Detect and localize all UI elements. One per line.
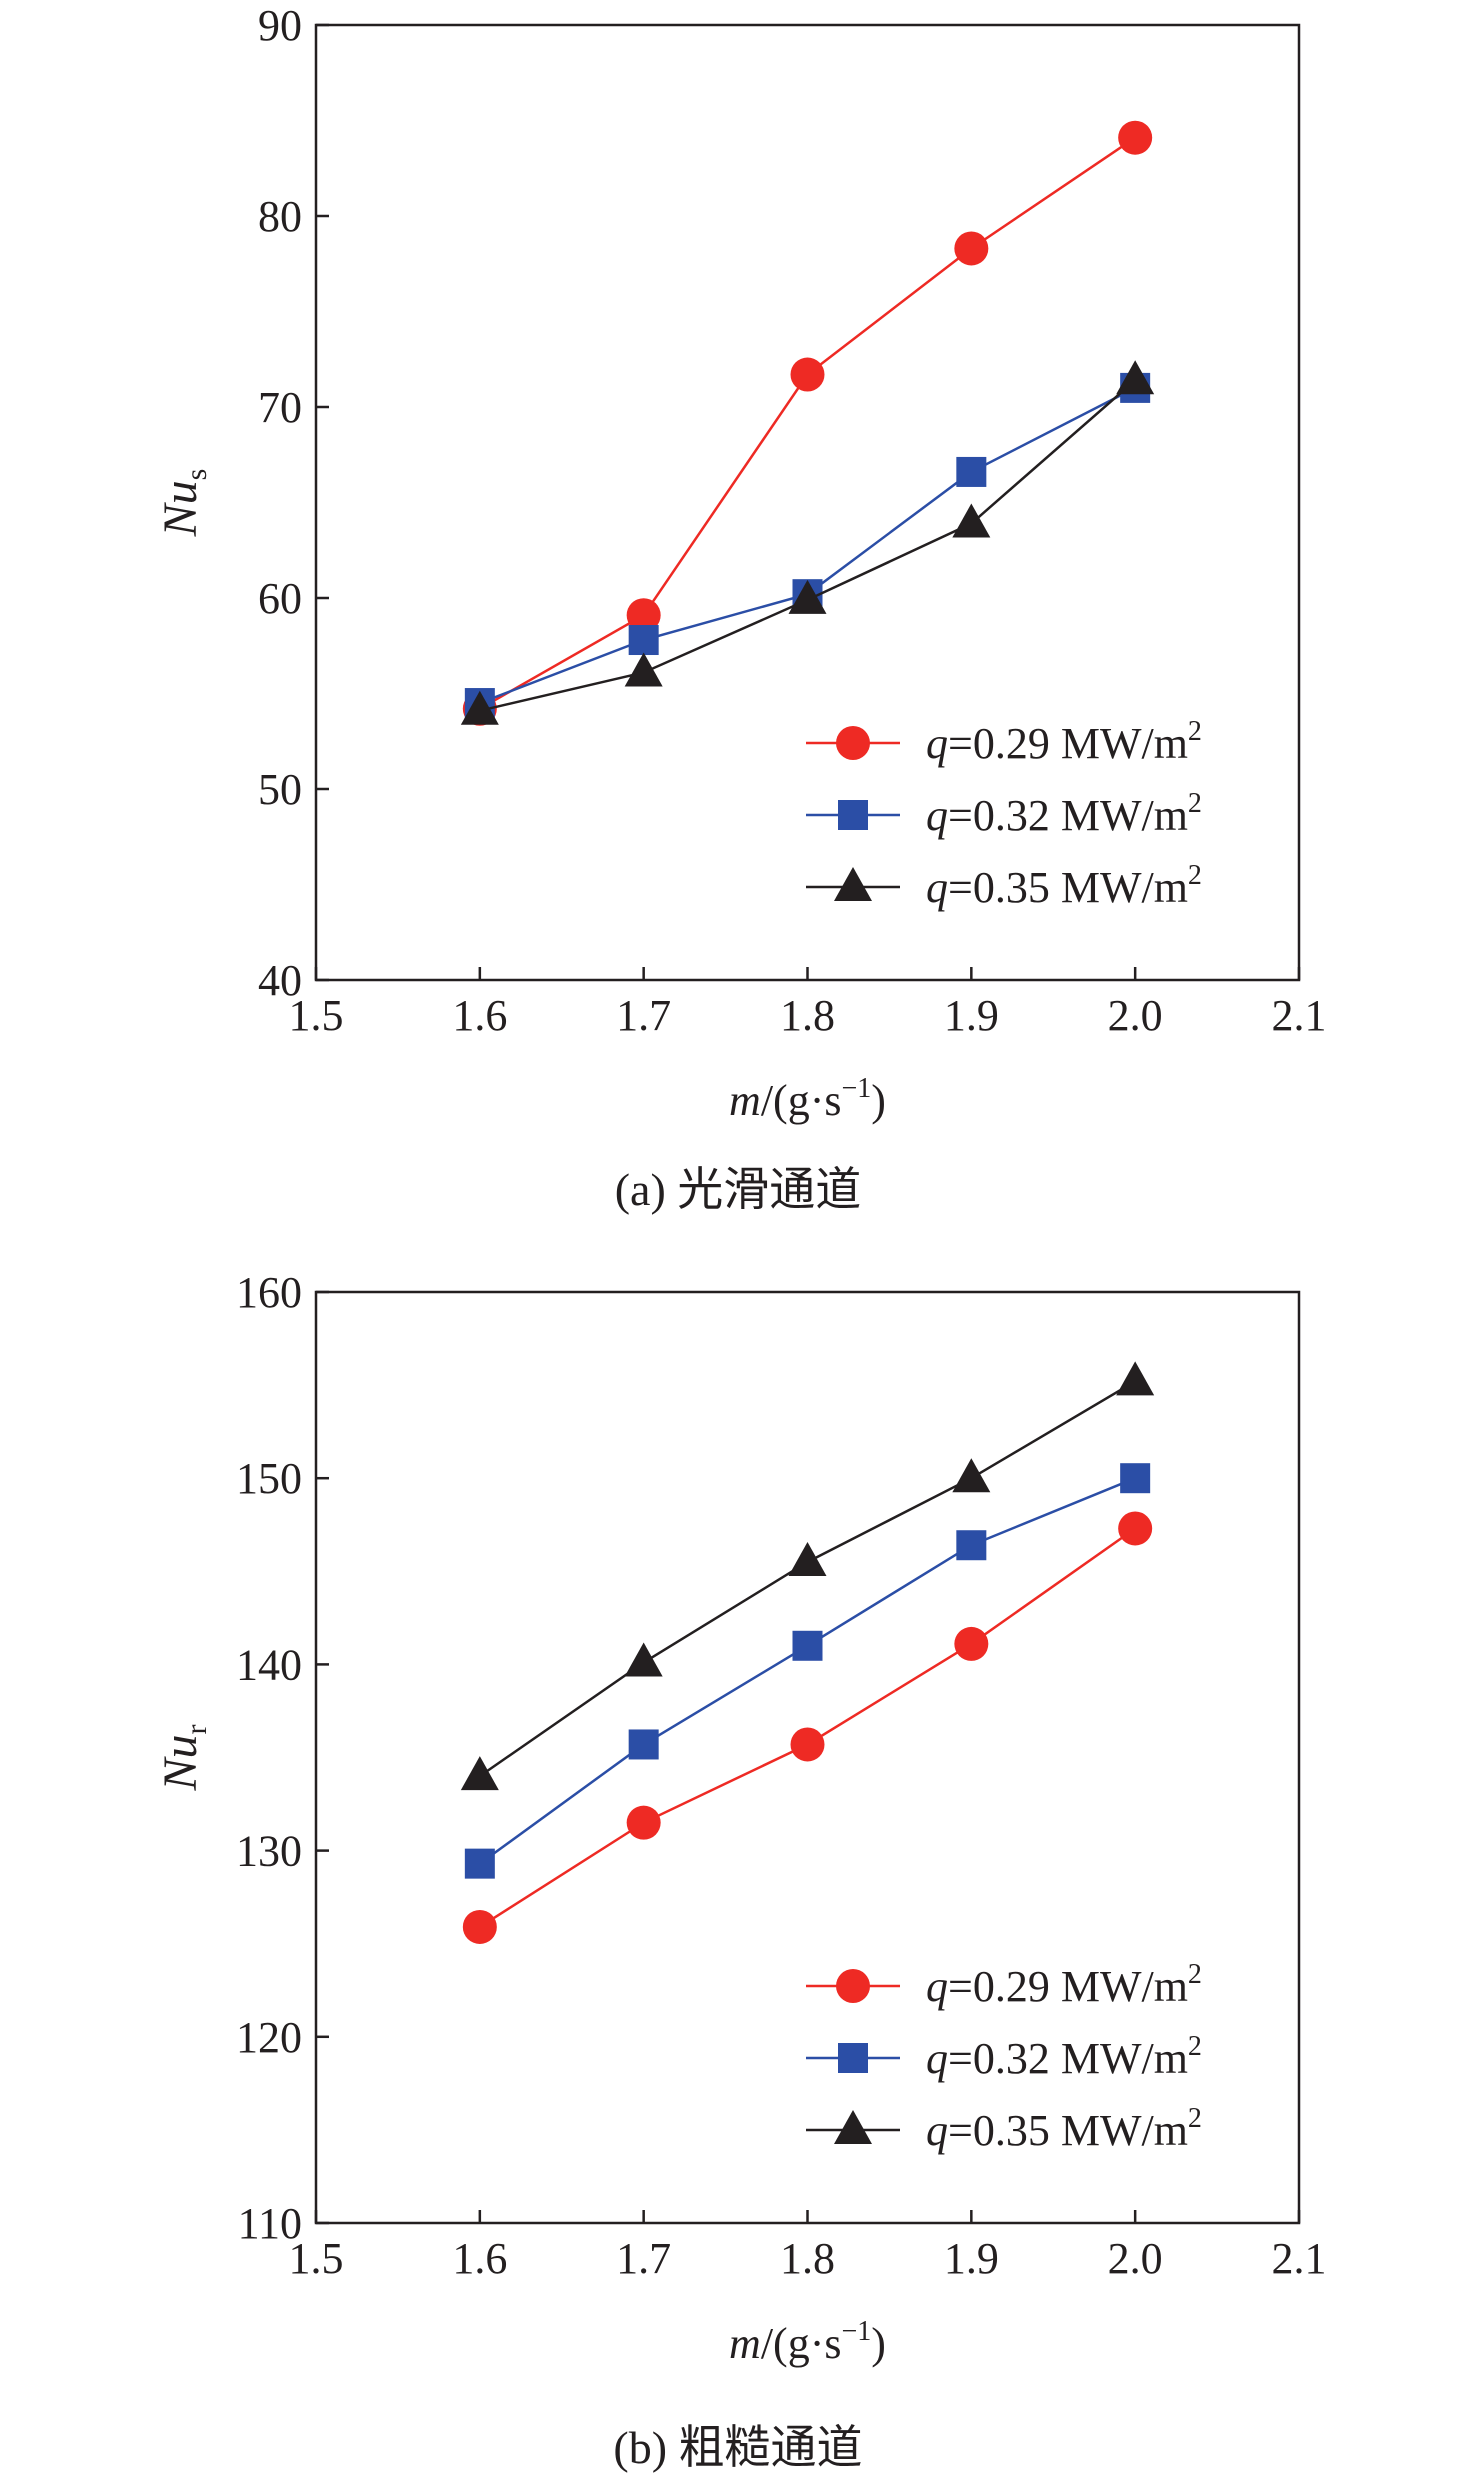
x-tick-label: 1.7 [616, 991, 671, 1040]
x-tick-label: 1.9 [944, 2234, 999, 2283]
y-tick-label: 140 [236, 1640, 302, 1689]
series-2 [464, 1463, 1151, 1879]
x-tick-label: 1.7 [616, 2234, 671, 2283]
legend-entry: q=0.35 MW/m2 [806, 2103, 1202, 2155]
x-axis-label: m/(g·s−1) [729, 1073, 886, 1125]
x-tick-label: 1.5 [289, 991, 344, 1040]
data-point [788, 1541, 827, 1576]
data-point [626, 598, 661, 633]
series-line [479, 1380, 1136, 1778]
y-tick-label: 60 [258, 574, 302, 623]
legend-label: q=0.32 MW/m2 [926, 2031, 1202, 2083]
legend-label: q=0.29 MW/m2 [926, 716, 1202, 768]
y-tick-label: 110 [238, 2199, 302, 2248]
y-axis-label: Nus [154, 469, 213, 538]
series-3 [460, 1361, 1155, 1791]
legend-label: q=0.29 MW/m2 [926, 1959, 1202, 2011]
data-point [954, 1626, 989, 1661]
data-point [790, 357, 825, 392]
data-point [462, 1909, 497, 1944]
chart-caption: (a) 光滑通道 [615, 1164, 862, 1215]
legend-entry: q=0.29 MW/m2 [806, 716, 1202, 768]
series-1 [462, 1511, 1153, 1944]
x-tick-label: 1.6 [452, 991, 507, 1040]
x-tick-label: 1.8 [780, 991, 835, 1040]
series-line [479, 379, 1136, 712]
legend-entry: q=0.32 MW/m2 [806, 2031, 1202, 2083]
x-tick-label: 2.1 [1272, 2234, 1327, 2283]
data-point [792, 1630, 823, 1661]
series-2 [464, 372, 1151, 719]
data-point [624, 1642, 663, 1677]
legend-marker [834, 2110, 872, 2144]
data-point [790, 1727, 825, 1762]
series-3 [460, 360, 1155, 725]
series-line [479, 386, 1136, 705]
y-tick-label: 90 [258, 1, 302, 50]
legend-marker [838, 800, 868, 830]
data-point [1116, 360, 1155, 395]
legend-label: q=0.32 MW/m2 [926, 788, 1202, 840]
y-tick-label: 120 [236, 2013, 302, 2062]
legend-marker [838, 2043, 868, 2073]
chart-caption: (b) 粗糙通道 [613, 2422, 862, 2473]
data-point [1120, 1463, 1151, 1494]
legend-marker [836, 726, 870, 760]
data-point [628, 1729, 659, 1760]
data-point [952, 503, 991, 538]
data-point [460, 1756, 499, 1791]
x-tick-label: 1.5 [289, 2234, 344, 2283]
data-point [624, 652, 663, 687]
y-axis-label: Nur [154, 1724, 213, 1791]
y-tick-label: 80 [258, 192, 302, 241]
data-point [954, 231, 989, 266]
data-point [626, 1805, 661, 1840]
data-point [956, 456, 987, 487]
y-tick-label: 160 [236, 1268, 302, 1317]
data-point [464, 1848, 495, 1879]
chart-a: 1.5 1.6 1.7 1.8 1.9 2.0 2.1 40 50 60 70 80 90 q=0.29 … [154, 1, 1327, 1215]
data-point [956, 1530, 987, 1561]
data-point [788, 579, 827, 614]
data-point [952, 1458, 991, 1493]
legend-marker [834, 867, 872, 901]
data-point [1116, 1361, 1155, 1396]
legend-label: q=0.35 MW/m2 [926, 860, 1202, 912]
y-tick-label: 130 [236, 1827, 302, 1876]
data-point [1118, 1511, 1153, 1546]
legend-entry: q=0.29 MW/m2 [806, 1959, 1202, 2011]
x-axis-label: m/(g·s−1) [729, 2316, 886, 2368]
y-tick-label: 70 [258, 383, 302, 432]
series-line [479, 136, 1136, 710]
y-tick-label: 150 [236, 1454, 302, 1503]
x-tick-label: 2.1 [1272, 991, 1327, 1040]
x-tick-label: 1.9 [944, 991, 999, 1040]
series-line [479, 1477, 1136, 1865]
y-tick-label: 50 [258, 765, 302, 814]
x-tick-label: 1.6 [452, 2234, 507, 2283]
y-tick-label: 40 [258, 956, 302, 1005]
x-tick-label: 2.0 [1108, 2234, 1163, 2283]
data-point [460, 690, 499, 725]
chart-b: 1.5 1.6 1.7 1.8 1.9 2.0 2.1 110 120 130 140 150 160 q… [154, 1268, 1327, 2473]
legend-label: q=0.35 MW/m2 [926, 2103, 1202, 2155]
series-1 [462, 120, 1153, 726]
x-tick-label: 1.8 [780, 2234, 835, 2283]
legend-entry: q=0.35 MW/m2 [806, 860, 1202, 912]
legend-marker [836, 1969, 870, 2003]
data-point [628, 625, 659, 656]
x-tick-label: 2.0 [1108, 991, 1163, 1040]
legend-entry: q=0.32 MW/m2 [806, 788, 1202, 840]
data-point [1118, 120, 1153, 155]
